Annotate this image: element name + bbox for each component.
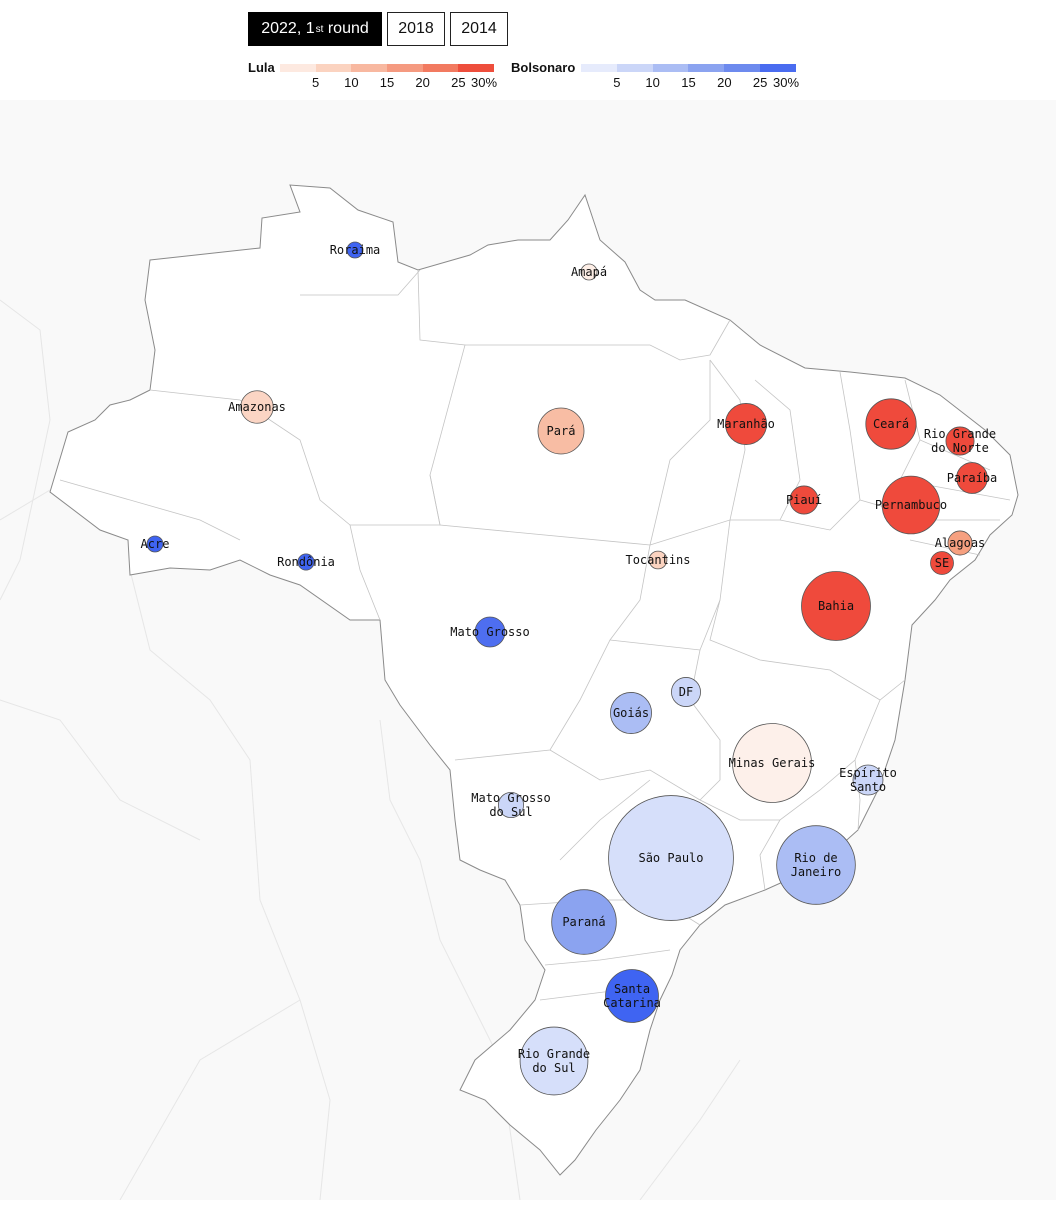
legend-swatch [688,64,725,72]
state-bubble[interactable] [146,535,164,553]
state-label: Piauí [786,493,822,507]
legend-swatch [315,64,352,72]
state-bubble[interactable] [956,462,988,494]
state-bubble[interactable] [474,616,506,648]
legend-tick-label: 20 [717,75,732,90]
state-label: Minas Gerais [729,756,816,770]
state-label: SE [935,556,949,570]
legend-swatch [652,64,689,72]
state-label: Mato Grosso [450,625,529,639]
state-bubble[interactable] [610,692,652,734]
tab-label-sup: st [315,23,324,35]
state-label: Rio Grande do Norte [924,427,996,455]
legend-swatch [280,64,316,72]
state-bubble[interactable] [297,553,315,571]
state-bubble[interactable] [551,889,617,955]
legend-tick-label: 5 [312,75,320,90]
state-label: Goiás [613,706,649,720]
legend-tick-label: 20 [415,75,430,90]
brazil-map: Roraima Amapá Amazonas Pará Maranhão Ceará Rio… [0,184,1019,1201]
state-label: Espírito Santo [839,766,897,794]
state-label: Pará [547,424,576,438]
state-bubble[interactable] [930,551,954,575]
state-bubble[interactable] [671,677,701,707]
legend-title: Lula [248,60,275,75]
map-area: Roraima Amapá Amazonas Pará Maranhão Ceará Rio… [0,100,1056,1201]
state-label: Roraima [330,243,381,257]
legend-swatch [351,64,387,72]
tab-label-suffix: round [323,20,369,37]
brazil-outline [49,184,1019,1176]
legend-tick-label: 30% [470,75,498,90]
legend-bolsonaro: Bolsonaro 5 10 15 20 25 30% [511,60,801,92]
state-bubble[interactable] [881,475,941,535]
legend-swatch [458,64,494,72]
state-label: Mato Grosso do Sul [471,791,550,819]
legend-tick-label: 10 [645,75,660,90]
state-bubble[interactable] [608,795,734,921]
state-label: Tocantins [625,553,690,567]
legend-title: Bolsonaro [511,60,576,75]
state-bubble[interactable] [865,398,917,450]
tab-label: 2018 [398,20,434,37]
state-label: São Paulo [638,851,703,865]
legend-tick-label: 30% [772,75,800,90]
state-bubble[interactable] [498,792,524,818]
legend-swatch [760,64,796,72]
state-bubbles: Roraima Amapá Amazonas Pará Maranhão Ceará Rio… [141,241,998,1096]
state-label: Santa Catarina [603,982,661,1010]
state-bubble[interactable] [947,530,973,556]
legend-tick-label: 25 [752,75,768,90]
state-label: Maranhão [717,417,775,431]
tab-2014[interactable]: 2014 [450,12,508,46]
state-label: Pernambuco [875,498,947,512]
state-label: Amazonas [228,400,286,414]
state-bubble[interactable] [346,241,364,259]
state-bubble[interactable] [945,426,975,456]
legend-swatch [422,64,459,72]
legend-tick-label: 5 [613,75,621,90]
tab-label: 2022, 1 [261,20,315,37]
tab-2018[interactable]: 2018 [387,12,445,46]
legend-tick-label: 25 [451,75,466,90]
legend-tick-label: 10 [344,75,359,90]
state-bubble[interactable] [519,1026,589,1096]
legend-lula: Lula 5 10 15 20 25 30% [248,60,498,92]
legend-tick-label: 15 [681,75,696,90]
state-label: Bahia [818,599,854,613]
state-bubble[interactable] [537,407,585,455]
state-label: Alagoas [935,536,986,550]
legend-swatch [724,64,761,72]
state-label: Paraná [562,915,605,929]
state-bubble[interactable] [580,263,598,281]
state-bubble[interactable] [648,550,668,570]
tab-label: 2014 [461,20,497,37]
state-bubble[interactable] [732,723,812,803]
state-label: Paraíba [947,471,998,485]
state-label: Rio de Janeiro [791,851,842,879]
state-label: Rio Grande do Sul [518,1047,590,1075]
legend-swatch [581,64,617,72]
state-label: Acre [141,537,170,551]
state-bubble[interactable] [789,485,819,515]
state-label: Amapá [571,265,607,279]
state-bubble[interactable] [776,825,856,905]
legend-swatch [616,64,653,72]
legend-swatch [386,64,423,72]
state-label: Ceará [873,417,909,431]
state-label: DF [679,685,693,699]
state-bubble[interactable] [801,571,871,641]
state-bubble[interactable] [852,764,884,796]
legend-color-ramp [280,64,494,72]
state-label: Rondônia [277,555,335,569]
legend-color-ramp [581,64,796,72]
state-bubble[interactable] [605,969,659,1023]
state-bubble[interactable] [240,390,274,424]
state-bubble[interactable] [725,403,767,445]
legend-tick-label: 15 [379,75,395,90]
